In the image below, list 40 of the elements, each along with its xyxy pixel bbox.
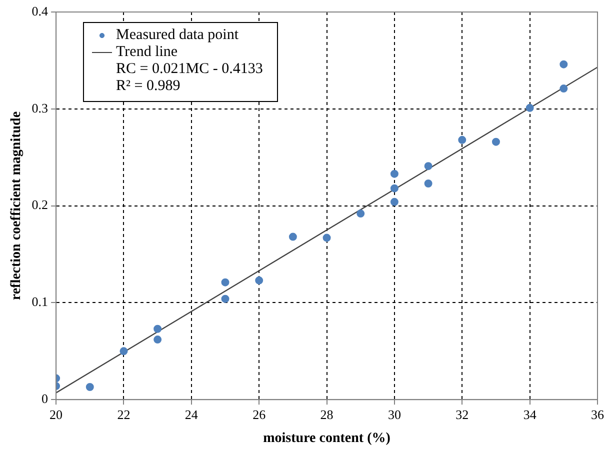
point — [322, 234, 331, 242]
y-tick-label: 0 — [42, 391, 48, 406]
x-tick-label: 24 — [184, 406, 198, 422]
point — [255, 276, 264, 284]
point — [154, 324, 162, 333]
point — [424, 180, 432, 188]
point — [390, 170, 398, 178]
point — [221, 294, 230, 303]
x-tick-label: 30 — [388, 406, 401, 422]
point — [526, 104, 534, 112]
point — [492, 138, 500, 146]
x-tick-label: 34 — [523, 406, 537, 422]
x-tick-label: 20 — [50, 406, 63, 422]
point — [390, 198, 398, 206]
point — [120, 347, 128, 356]
point — [458, 136, 466, 144]
y-axis-title: reflection coefficient magnitude — [9, 111, 24, 300]
x-axis-title: moisture content (%) — [263, 431, 391, 446]
x-tick-label: 26 — [252, 406, 266, 422]
y-tick-label: 0.2 — [32, 197, 48, 212]
point — [424, 162, 432, 170]
legend-label: Measured data point — [116, 27, 239, 44]
point — [86, 383, 94, 392]
annotation: R² = 0.989 — [115, 78, 182, 95]
point — [154, 336, 162, 344]
point — [560, 60, 568, 68]
x-tick-label: 22 — [117, 406, 130, 422]
point — [560, 84, 568, 93]
x-tick-label: 28 — [320, 406, 334, 422]
point — [390, 184, 398, 192]
point — [288, 232, 297, 241]
point — [221, 278, 230, 286]
point — [356, 210, 365, 218]
x-tick-label: 32 — [456, 406, 469, 422]
y-tick-label: 0.3 — [32, 100, 48, 116]
y-tick-label: 0.4 — [32, 3, 49, 18]
annotation: RC = 0.021MC - 0.4133 — [115, 61, 263, 78]
x-tick-label: 36 — [591, 406, 604, 422]
y-tick-label: 0.1 — [32, 294, 48, 310]
legend-label: Trend line — [116, 44, 178, 61]
